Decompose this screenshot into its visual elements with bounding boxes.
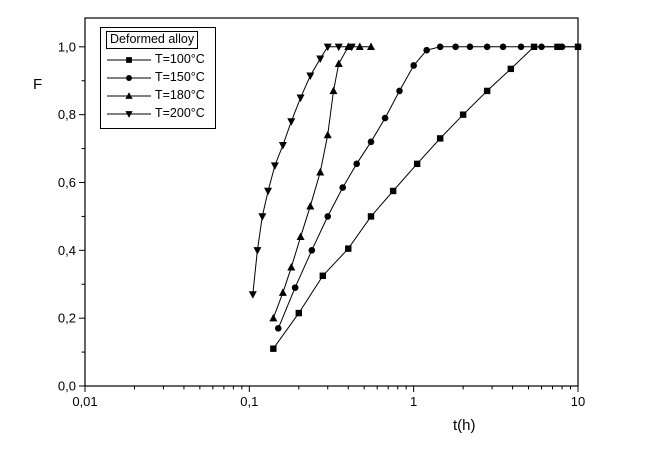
marker-triangle-up [296,232,305,240]
marker-circle [517,43,525,51]
marker-circle [574,43,582,51]
marker-square [530,43,538,51]
marker-triangle-down [347,43,356,52]
legend-entry: T=150°C [106,69,205,87]
legend-symbol-triangle-down [107,110,151,118]
marker-circle [353,160,360,168]
y-tick-label: 1,0 [58,39,76,54]
x-tick-label: 0,01 [72,394,97,409]
y-tick-label: 0,2 [58,311,76,326]
marker-circle [381,114,389,122]
marker-circle [396,87,403,95]
legend-marker-triangle-up [125,91,133,99]
series-line-3 [252,46,352,295]
marker-square [436,135,444,142]
legend-marker-triangle-down [125,110,133,118]
marker-square [507,65,514,73]
marker-triangle-down [248,291,257,299]
marker-square [319,272,327,279]
marker-circle [538,43,545,51]
marker-triangle-down [316,55,325,64]
legend-marker-circle [126,74,132,81]
marker-triangle-up [278,288,287,296]
marker-triangle-down [334,43,343,52]
marker-triangle-down [323,43,332,52]
series-markers-1 [274,43,582,332]
marker-square [295,309,303,317]
marker-triangle-down [296,94,305,103]
marker-triangle-up [287,262,296,271]
legend-title: Deformed alloy [106,31,199,49]
marker-circle [291,284,299,291]
marker-triangle-down [253,247,262,255]
marker-circle [423,46,430,54]
marker-circle [308,247,316,254]
x-tick-label: 0,1 [240,394,258,409]
legend-marker-square [126,56,132,63]
marker-circle [466,43,474,51]
marker-circle [410,62,417,69]
marker-circle [452,43,459,51]
marker-square [459,111,467,118]
legend-entry-label: T=150°C [155,69,205,84]
y-tick-label: 0,0 [58,379,76,394]
marker-circle [274,325,282,332]
marker-circle [367,138,375,146]
marker-triangle-up [316,168,325,176]
marker-triangle-up [355,42,364,51]
marker-triangle-down [270,162,279,170]
x-tick-label: 10 [571,394,585,409]
marker-circle [483,43,491,51]
x-axis-label: t(h) [453,417,476,434]
marker-circle [558,43,566,51]
legend-entry: T=180°C [106,87,205,105]
y-tick-label: 0,6 [58,175,76,190]
marker-triangle-down [264,187,273,196]
legend-entry: T=200°C [106,105,205,123]
marker-square [367,213,375,220]
legend-entry: T=100°C [106,51,205,69]
plot-frame [84,17,579,387]
series-line-1 [277,46,578,329]
marker-circle [324,213,332,220]
marker-triangle-up [323,130,332,139]
marker-square [554,43,561,51]
legend-entries: T=100°C T=150°C T=180°C T=200°C [106,51,205,123]
marker-circle [436,43,444,51]
marker-triangle-up [334,59,343,67]
marker-triangle-up [269,313,278,322]
legend: Deformed alloy T=100°C T=150°C T=180°C T=20… [100,27,216,129]
marker-square [270,345,277,352]
x-tick-label: 1 [410,394,417,409]
marker-triangle-down [306,72,315,80]
marker-square [483,87,491,95]
series-markers-2 [269,42,375,322]
legend-entry-label: T=200°C [155,105,205,120]
y-tick-label: 0,4 [58,243,76,258]
legend-entry-label: T=100°C [155,51,205,66]
legend-symbol-square [107,56,151,63]
marker-triangle-down [278,141,287,150]
marker-triangle-up [366,42,375,51]
series-markers-3 [248,43,356,299]
y-tick-label: 0,8 [58,107,76,122]
marker-circle [499,43,507,51]
marker-triangle-down [287,118,296,126]
marker-circle [339,184,347,191]
legend-symbol-triangle-up [107,91,151,99]
series-markers-0 [270,43,582,352]
marker-triangle-up [329,86,338,95]
y-axis-label: F [33,76,43,93]
marker-square [413,160,421,168]
legend-entry-label: T=180°C [155,87,205,102]
legend-symbol-circle [107,74,151,81]
marker-square [345,245,352,252]
marker-triangle-down [258,213,267,221]
marker-square [389,187,397,195]
series-line-0 [272,46,578,349]
marker-triangle-up [306,201,315,210]
